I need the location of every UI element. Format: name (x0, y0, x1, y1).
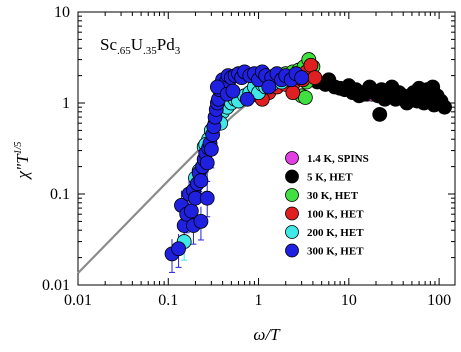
legend-label: 100 K, HET (307, 209, 364, 221)
data-point (372, 106, 388, 122)
y-tick-label: 1 (62, 95, 70, 112)
data-points (164, 52, 452, 262)
x-tick-label: 0.01 (64, 292, 92, 309)
data-point (303, 57, 319, 73)
legend-marker (285, 243, 299, 258)
data-point (307, 70, 323, 86)
x-tick-label: 0.1 (158, 292, 178, 309)
x-tick-label: 10 (341, 292, 357, 309)
legend-label: 1.4 K, SPINS (307, 153, 369, 165)
legend-label: 5 K, HET (307, 172, 353, 184)
fit-curve-layer (77, 76, 447, 274)
data-point (285, 85, 301, 101)
compound-annotation: Sc.65U.35Pd3 (100, 35, 181, 57)
data-point (199, 155, 215, 171)
data-point (297, 90, 313, 105)
legend-marker (285, 225, 299, 239)
legend-marker (285, 188, 299, 202)
legend-marker (285, 169, 299, 184)
y-axis-title: χ"T1/5 (13, 142, 32, 181)
x-tick-label: 1 (255, 292, 263, 309)
data-point (193, 213, 209, 229)
data-point (199, 190, 215, 206)
data-point (294, 70, 310, 86)
plot-area-frame (77, 11, 456, 286)
series-300-k-het (164, 64, 310, 262)
data-point (437, 99, 452, 115)
data-point (261, 79, 277, 95)
data-point (411, 80, 427, 96)
x-axis-title: ω/T (253, 325, 281, 344)
data-point (425, 79, 441, 95)
y-tick-label: 0.01 (42, 277, 70, 294)
y-tick-label: 0.1 (50, 186, 70, 203)
legend-label: 200 K, HET (307, 227, 364, 239)
legend-marker (285, 206, 299, 221)
data-point (203, 141, 219, 157)
y-tick-label: 10 (54, 4, 70, 21)
data-point (239, 91, 255, 107)
legend-label: 30 K, HET (307, 190, 359, 202)
data-point (171, 241, 186, 257)
fit-curve (77, 76, 447, 274)
data-point (193, 173, 209, 189)
series-5-k-het (310, 72, 452, 122)
data-point (384, 79, 400, 95)
x-tick-label: 100 (427, 292, 451, 309)
legend-label: 300 K, HET (307, 246, 364, 258)
legend-marker (285, 151, 299, 165)
legend: 1.4 K, SPINS 5 K, HET 30 K, HET 100 K, HET 2… (285, 151, 369, 258)
axis-ticks: 0.01 0.1 1 10 100 0.01 0.1 1 10 (42, 4, 455, 309)
data-point (225, 83, 241, 99)
